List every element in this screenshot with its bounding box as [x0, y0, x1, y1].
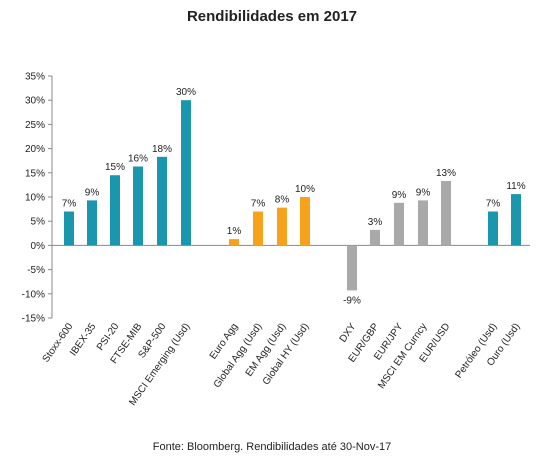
bar — [300, 197, 310, 246]
y-tick-label: -5% — [27, 265, 45, 276]
bar — [229, 239, 239, 246]
x-tick-label: DXY — [338, 321, 359, 344]
data-label: 15% — [105, 162, 125, 173]
y-tick-label: -10% — [22, 289, 45, 300]
bar — [133, 166, 143, 246]
bar — [347, 245, 357, 291]
data-label: 1% — [227, 226, 242, 237]
bar — [370, 229, 380, 246]
bar — [110, 175, 120, 246]
data-label: 7% — [251, 199, 266, 210]
chart-source: Fonte: Bloomberg. Rendibilidades até 30-… — [152, 441, 392, 453]
bar — [181, 100, 191, 246]
data-label: 16% — [128, 154, 148, 165]
bar — [488, 211, 498, 246]
bar — [277, 207, 287, 246]
bar — [87, 200, 97, 246]
data-label: 18% — [152, 144, 172, 155]
y-tick-label: 20% — [25, 144, 45, 155]
data-label: 9% — [416, 187, 431, 198]
data-label: 30% — [176, 87, 196, 98]
bar — [157, 156, 167, 246]
data-label: 3% — [368, 217, 383, 228]
data-label: 7% — [486, 199, 501, 210]
y-tick-label: 0% — [31, 241, 46, 252]
y-tick-label: 10% — [25, 193, 45, 204]
y-tick-label: 35% — [25, 72, 45, 83]
y-tick-label: 15% — [25, 168, 45, 179]
y-tick-label: 30% — [25, 96, 45, 107]
data-label: 11% — [506, 181, 525, 192]
y-tick-label: 25% — [25, 120, 45, 131]
data-label: 7% — [62, 199, 77, 210]
data-label: 9% — [392, 190, 407, 201]
data-label: -9% — [343, 295, 361, 306]
bar — [418, 200, 428, 246]
data-label: 10% — [295, 184, 315, 195]
data-label: 9% — [85, 187, 100, 198]
bar — [253, 211, 263, 246]
data-label: 8% — [275, 195, 290, 206]
bar — [64, 211, 74, 246]
bar — [511, 194, 521, 246]
x-tick-label: Stoxx-600 — [41, 321, 76, 365]
bar — [394, 202, 404, 246]
bar — [441, 181, 451, 246]
data-label: 13% — [436, 168, 456, 179]
y-tick-label: 5% — [31, 217, 46, 228]
chart-title: Rendibilidades em 2017 — [186, 8, 358, 25]
y-tick-label: -15% — [22, 314, 45, 325]
